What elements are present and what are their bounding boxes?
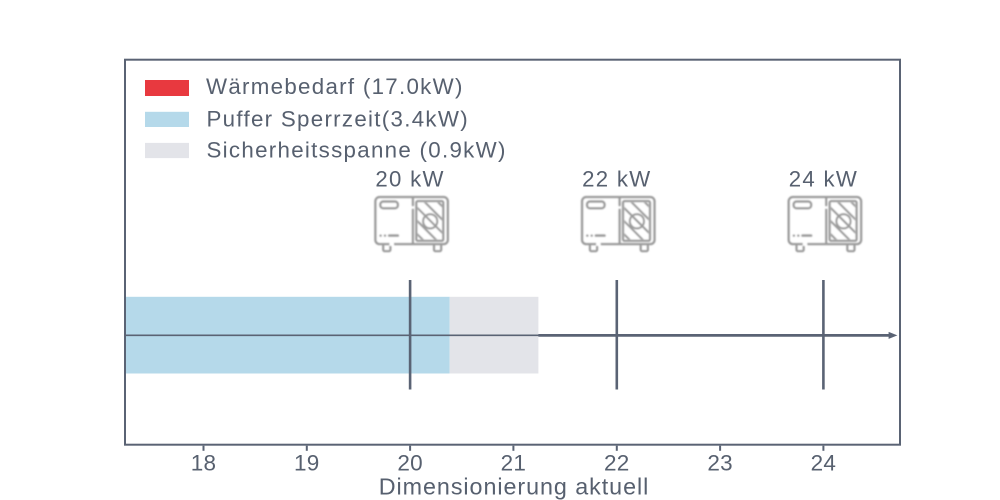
svg-text:Puffer Sperrzeit(3.4kW): Puffer Sperrzeit(3.4kW): [207, 106, 469, 131]
svg-text:24 kW: 24 kW: [789, 166, 858, 191]
svg-text:Wärmebedarf (17.0kW): Wärmebedarf (17.0kW): [206, 74, 464, 99]
svg-text:Dimensionierung aktuell: Dimensionierung aktuell: [379, 474, 649, 500]
svg-text:24: 24: [811, 451, 837, 476]
svg-text:23: 23: [707, 451, 733, 476]
svg-text:22 kW: 22 kW: [582, 166, 651, 191]
svg-text:Sicherheitsspanne (0.9kW): Sicherheitsspanne (0.9kW): [207, 138, 507, 163]
svg-text:18: 18: [191, 451, 217, 476]
svg-text:21: 21: [501, 451, 527, 476]
svg-text:20: 20: [397, 451, 423, 476]
svg-text:22: 22: [604, 451, 630, 476]
svg-text:20 kW: 20 kW: [375, 166, 444, 191]
svg-text:19: 19: [294, 451, 320, 476]
